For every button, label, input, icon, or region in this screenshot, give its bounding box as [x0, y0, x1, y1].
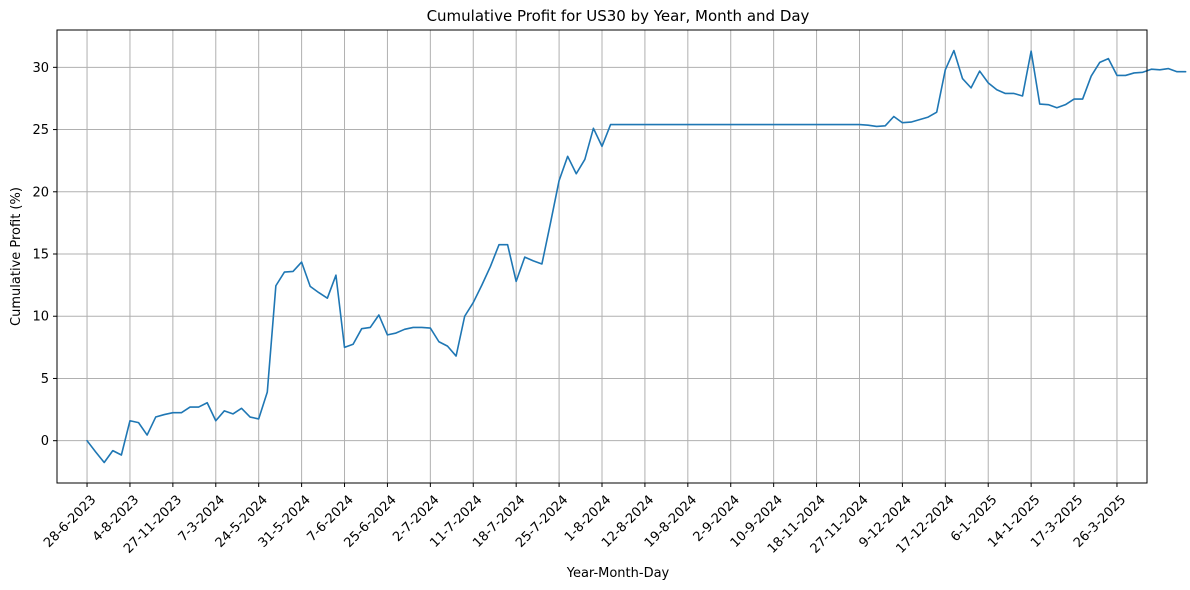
y-tick-label: 20 [32, 185, 49, 200]
y-tick-label: 15 [32, 248, 49, 263]
y-tick-label: 5 [41, 372, 49, 387]
y-tick-label: 30 [32, 61, 49, 76]
y-tick-label: 0 [41, 434, 49, 449]
y-tick-label: 25 [32, 123, 49, 138]
y-axis: 0 5 10 15 20 25 30 [32, 61, 57, 449]
chart-title: Cumulative Profit for US30 by Year, Mont… [427, 7, 810, 25]
y-tick-label: 10 [32, 310, 49, 325]
x-axis-title: Year-Month-Day [566, 566, 670, 581]
series-line-0 [86, 49, 1187, 464]
series-layer [86, 49, 1187, 464]
grid-lines [57, 30, 1147, 483]
y-axis-title: Cumulative Profit (%) [9, 187, 24, 326]
